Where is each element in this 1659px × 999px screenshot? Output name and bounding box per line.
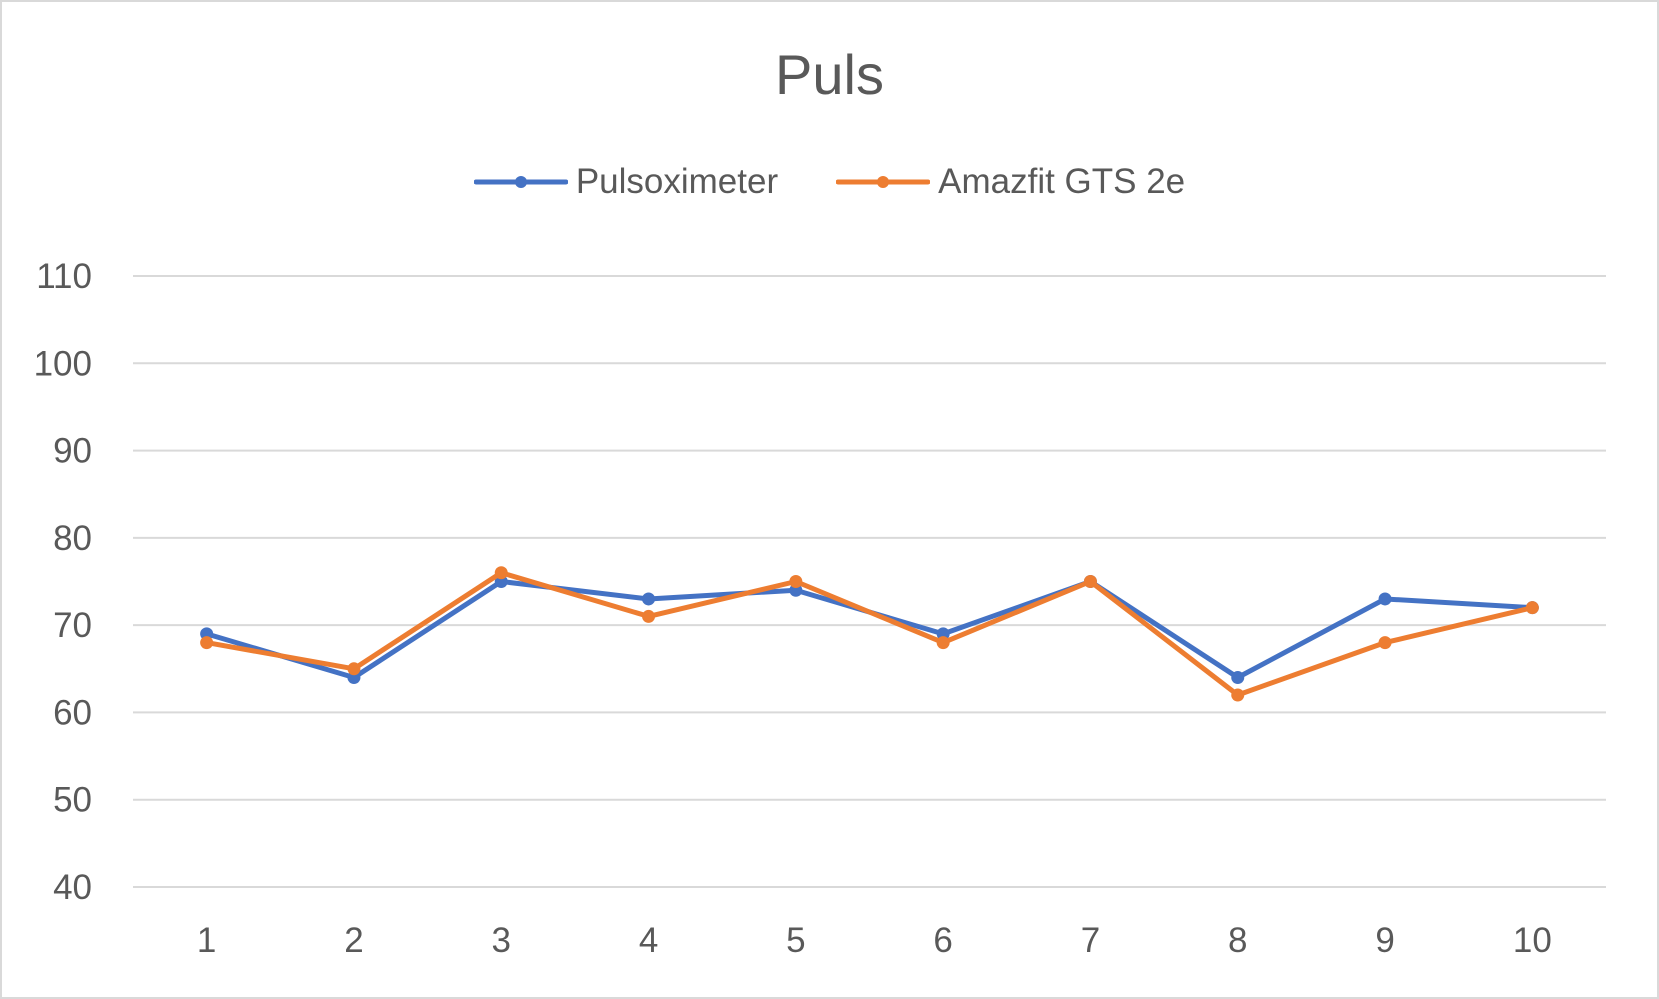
y-tick-label: 110: [36, 257, 92, 296]
data-point-s1-5: [936, 636, 950, 650]
chart-title: Puls: [775, 43, 884, 106]
y-tick-label: 90: [53, 432, 92, 471]
x-tick-label: 10: [1513, 921, 1552, 960]
y-tick-label: 100: [34, 344, 92, 383]
series-line-1: [204, 570, 1535, 698]
y-tick-label: 70: [53, 606, 92, 645]
y-tick-label: 80: [53, 519, 92, 558]
legend-item-pulsoximeter: Pulsoximeter: [473, 162, 779, 202]
data-point-s1-9: [1525, 601, 1539, 615]
legend-swatch-pulsoximeter: [473, 176, 568, 188]
x-tick-label: 1: [197, 921, 216, 960]
legend: Pulsoximeter Amazfit GTS 2e: [2, 162, 1657, 202]
data-point-s1-8: [1378, 636, 1392, 650]
data-point-s0-7: [1231, 671, 1245, 685]
data-point-s1-7: [1231, 688, 1245, 702]
data-point-s1-0: [200, 636, 214, 650]
data-point-s1-6: [1083, 575, 1097, 588]
x-tick-label: 3: [492, 921, 511, 960]
legend-label-pulsoximeter: Pulsoximeter: [575, 162, 779, 201]
data-point-s1-1: [347, 662, 361, 676]
data-point-s0-3: [642, 592, 656, 606]
data-point-s1-4: [789, 575, 803, 588]
data-point-s1-3: [642, 609, 656, 623]
data-point-s0-8: [1378, 592, 1392, 606]
x-tick-label: 6: [933, 921, 952, 960]
legend-swatch-amazfit: [836, 176, 931, 188]
x-tick-label: 4: [639, 921, 658, 960]
legend-label-amazfit: Amazfit GTS 2e: [938, 162, 1186, 201]
x-tick-label: 2: [344, 921, 363, 960]
y-tick-label: 60: [53, 693, 92, 732]
legend-item-amazfit: Amazfit GTS 2e: [836, 162, 1185, 202]
y-tick-label: 50: [53, 781, 92, 820]
x-tick-label: 8: [1228, 921, 1247, 960]
data-point-s1-2: [494, 566, 508, 580]
x-tick-label: 5: [786, 921, 805, 960]
x-tick-label: 7: [1081, 921, 1100, 960]
x-tick-label: 9: [1375, 921, 1394, 960]
y-tick-label: 40: [53, 868, 92, 907]
